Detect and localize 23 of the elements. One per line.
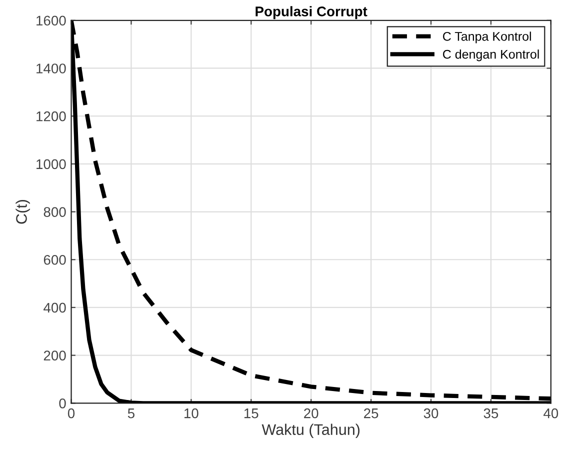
x-tick-label: 0 [68,408,75,418]
x-tick-label: 5 [128,408,134,418]
y-tick-label: 200 [44,350,66,360]
y-tick-label: 0 [59,398,66,408]
y-axis-title: C(t) [16,200,30,224]
legend-label: C Tanpa Kontrol [443,32,531,44]
y-tick-label: 1200 [36,111,66,122]
x-tick-label: 40 [543,408,558,418]
x-tick-label: 20 [304,408,318,418]
y-tick-label: 1400 [36,64,66,74]
x-tick-label: 10 [184,408,198,418]
chart-title: Populasi Corrupt [256,6,368,20]
y-tick-label: 800 [44,207,66,217]
y-tick-label: 1600 [36,16,66,26]
x-tick-label: 25 [364,408,378,418]
y-tick-label: 600 [44,254,66,265]
x-axis-title: Waktu (Tahun) [262,424,360,438]
y-tick-label: 1000 [36,159,66,170]
x-tick-label: 35 [484,408,498,418]
x-tick-label: 30 [424,408,438,418]
legend-label: C dengan Kontrol [443,50,539,62]
x-tick-label: 15 [244,408,258,418]
y-tick-label: 400 [44,302,66,313]
